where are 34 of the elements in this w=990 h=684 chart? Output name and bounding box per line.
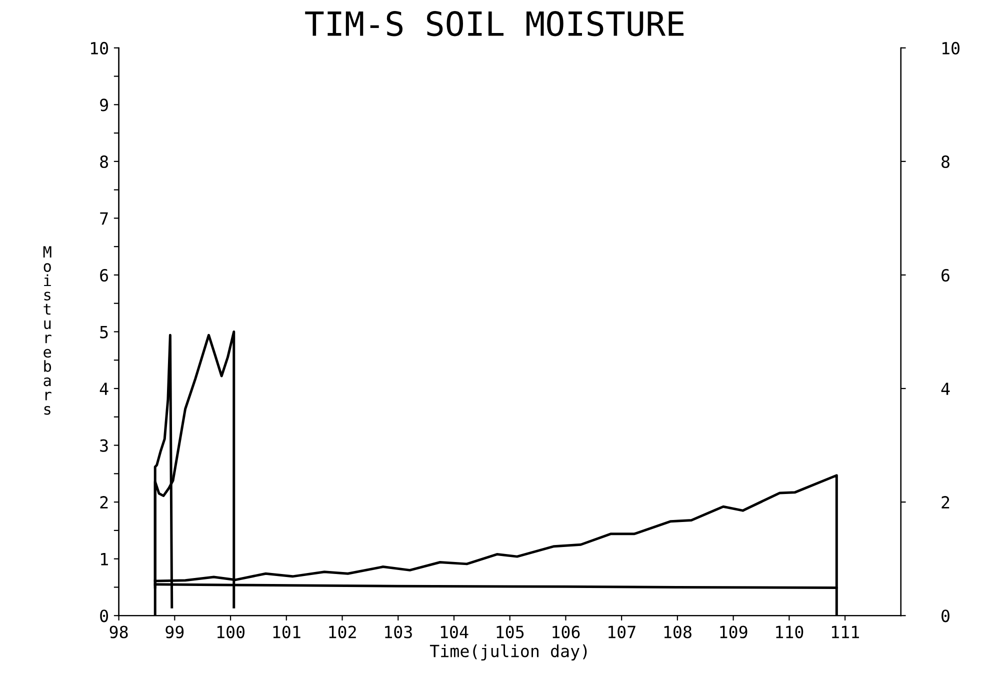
- y-tick-label: 6: [100, 268, 108, 282]
- y2-tick-label: 0: [942, 610, 950, 622]
- x-tick-label: 99: [166, 626, 184, 638]
- y-tick-label: 8: [100, 155, 108, 168]
- y2-tick-label: 10: [942, 42, 960, 54]
- x-tick-label: 107: [608, 626, 636, 638]
- y-tick-label: 7: [100, 212, 108, 225]
- chart-title: TIM-S SOIL MOISTURE: [305, 11, 684, 36]
- text: Moisturebars: [43, 246, 52, 415]
- x-tick-label: 101: [273, 626, 300, 638]
- x-axis-title: Time(julion day): [430, 644, 587, 661]
- x-tick-label: 110: [776, 626, 804, 638]
- x-tick-label: 109: [720, 626, 748, 638]
- y2-tick-label: 6: [942, 268, 950, 282]
- y-tick-label: 9: [100, 98, 108, 112]
- x-tick-label: 111: [832, 626, 859, 638]
- x-tick-label: 98: [110, 626, 128, 638]
- y2-tick-label: 4: [941, 382, 950, 395]
- y-tick-label: 4: [100, 382, 108, 395]
- y-tick-label: 1: [101, 553, 108, 566]
- x-tick-label: 106: [552, 626, 580, 638]
- y-tick-label: 0: [100, 610, 108, 622]
- y-tick-label: 3: [100, 439, 108, 452]
- y-tick-label: 2: [100, 496, 108, 508]
- y-tick-label: 5: [100, 326, 108, 338]
- x-tick-label: 102: [329, 626, 356, 638]
- x-tick-label: 105: [496, 626, 524, 638]
- x-tick-label: 104: [440, 626, 468, 638]
- x-tick-label: 103: [385, 626, 412, 638]
- x-tick-label: 100: [217, 626, 244, 638]
- y2-tick-label: 8: [942, 155, 950, 168]
- x-tick-label: 108: [664, 626, 692, 638]
- y-tick-label: 10: [91, 42, 108, 54]
- y2-tick-label: 2: [942, 496, 950, 508]
